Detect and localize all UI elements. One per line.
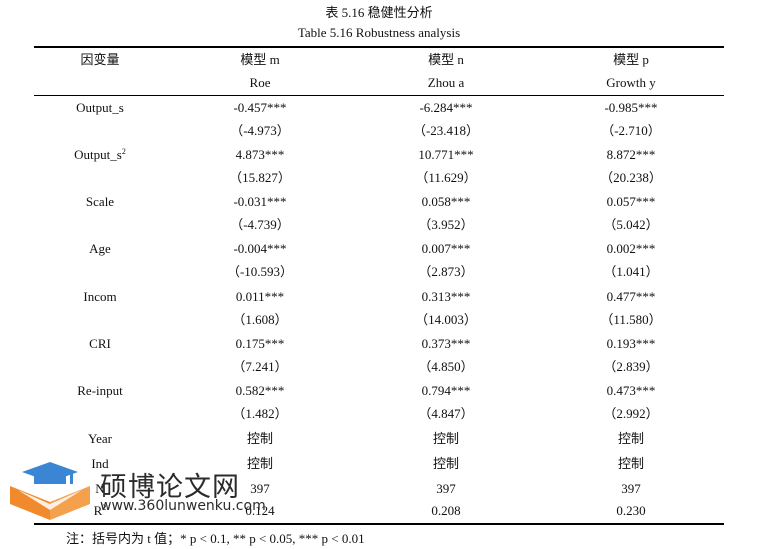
header-var-zhou: Zhou a [427, 75, 465, 90]
watermark: 硕博论文网 www.360lunwenku.com [8, 458, 308, 522]
coef-cell: 0.473*** [606, 383, 656, 398]
coef-cell: 0.582*** [235, 383, 285, 398]
control-cell: 控制 [432, 431, 460, 446]
coef-cell: 0.373*** [421, 336, 471, 351]
row-label: Output_s2 [74, 147, 126, 162]
t-value-cell: （11.580） [600, 312, 662, 327]
header-rule [34, 95, 724, 96]
superscript: 2 [121, 147, 126, 156]
row-label-r-squared: R2 [93, 503, 107, 518]
coef-cell: -0.985*** [604, 100, 658, 115]
header-var-growth: Growth y [606, 75, 656, 90]
row-label: Scale [85, 194, 115, 209]
t-value-cell: （-10.593） [226, 264, 294, 279]
coef-cell: 0.057*** [606, 194, 656, 209]
t-value-cell: （15.827） [229, 170, 291, 185]
t-value-cell: （5.042） [603, 217, 659, 232]
coef-cell: 4.873*** [235, 147, 285, 162]
control-cell: 控制 [617, 456, 645, 471]
t-value-cell: （1.041） [603, 264, 659, 279]
coef-cell: 0.477*** [606, 289, 656, 304]
coef-cell: 0.058*** [421, 194, 471, 209]
row-label: CRI [89, 336, 111, 351]
t-value-cell: （7.241） [232, 359, 288, 374]
t-value-cell: （-4.973） [230, 123, 290, 138]
row-label: Incom [83, 289, 117, 304]
stat-cell: 397 [621, 481, 641, 496]
t-value-cell: （11.629） [415, 170, 477, 185]
header-dependent-variable: 因变量 [80, 52, 120, 67]
t-value-cell: （14.003） [415, 312, 477, 327]
t-value-cell: （-4.739） [230, 217, 290, 232]
coef-cell: 0.313*** [421, 289, 471, 304]
t-value-cell: （3.952） [418, 217, 474, 232]
row-label: Output_s [76, 100, 124, 115]
control-cell: 控制 [432, 456, 460, 471]
watermark-title: 硕博论文网 [100, 472, 240, 503]
t-value-cell: （2.839） [603, 359, 659, 374]
control-cell: 控制 [246, 431, 274, 446]
coef-cell: 0.175*** [235, 336, 285, 351]
header-model-p: 模型 p [613, 52, 649, 67]
superscript: 2 [102, 503, 107, 512]
table-note: 注：括号内为 t 值；* p < 0.1, ** p < 0.05, *** p… [66, 531, 365, 546]
coef-cell: 10.771*** [418, 147, 474, 162]
t-value-cell: （-23.418） [412, 123, 480, 138]
top-rule [34, 46, 724, 48]
header-var-roe: Roe [249, 75, 271, 90]
coef-cell: 0.794*** [421, 383, 471, 398]
t-value-cell: （1.608） [232, 312, 288, 327]
header-model-m: 模型 m [240, 52, 280, 67]
bottom-rule [34, 523, 724, 525]
header-model-n: 模型 n [428, 52, 464, 67]
row-label: Age [89, 241, 111, 256]
watermark-logo-icon [10, 462, 90, 520]
t-value-cell: （1.482） [232, 406, 288, 421]
row-label: Re-input [77, 383, 123, 398]
coef-cell: 0.007*** [421, 241, 471, 256]
coef-cell: 0.011*** [235, 289, 285, 304]
row-label-ind: Ind [91, 456, 109, 471]
control-cell: 控制 [246, 456, 274, 471]
table-caption-chinese: 表 5.16 稳健性分析 [325, 5, 433, 20]
coef-cell: 0.193*** [606, 336, 656, 351]
coef-cell: -0.031*** [233, 194, 287, 209]
stat-cell: 0.230 [616, 503, 646, 518]
row-label-year: Year [88, 431, 112, 446]
t-value-cell: （4.847） [418, 406, 474, 421]
coef-cell: -6.284*** [419, 100, 473, 115]
coef-cell: 8.872*** [606, 147, 656, 162]
t-value-cell: （20.238） [600, 170, 662, 185]
t-value-cell: （2.873） [418, 264, 474, 279]
stat-cell: 397 [250, 481, 270, 496]
row-label-n: N [95, 481, 105, 496]
stat-cell: 0.124 [245, 503, 275, 518]
t-value-cell: （4.850） [418, 359, 474, 374]
control-cell: 控制 [617, 431, 645, 446]
stat-cell: 397 [436, 481, 456, 496]
coef-cell: 0.002*** [606, 241, 656, 256]
coef-cell: -0.004*** [233, 241, 287, 256]
t-value-cell: （2.992） [603, 406, 659, 421]
watermark-url: www.360lunwenku.com [100, 498, 266, 514]
stat-cell: 0.208 [431, 503, 461, 518]
table-caption-english: Table 5.16 Robustness analysis [297, 25, 461, 40]
coef-cell: -0.457*** [233, 100, 287, 115]
t-value-cell: （-2.710） [601, 123, 661, 138]
